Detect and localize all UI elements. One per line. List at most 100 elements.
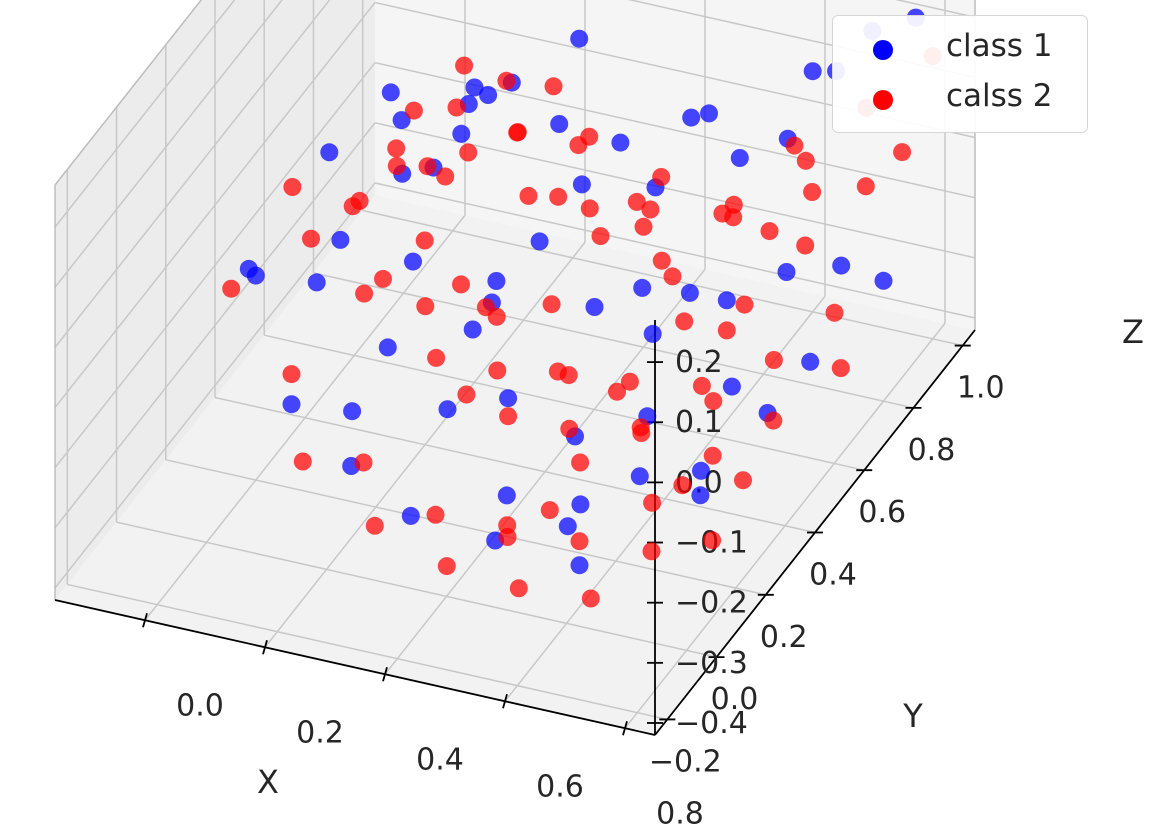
class-1-point [717,291,736,310]
class-2-point [703,446,722,465]
grid-line [165,459,766,596]
class-2-point [488,361,507,380]
class-2-point [627,192,646,211]
y-tick-label: 0.0 [711,682,759,717]
z-tick-label: −0.3 [675,646,748,681]
class-2-point [831,359,850,378]
y-tick-label: −0.2 [649,744,722,779]
class-2-point [293,452,312,471]
tick-labels: 0.00.20.40.60.8−0.20.00.20.40.60.81.0−0.… [176,345,1004,830]
x-axis-label: X [257,763,279,801]
class-1-point [479,86,498,104]
class-2-point [519,186,538,205]
y-tick-label: 1.0 [957,371,1005,406]
tick-mark [502,694,508,709]
class-2-point [735,295,754,314]
class-1-point [550,115,569,133]
class-2-point [416,297,435,316]
z-axis-label: Z [1122,313,1144,351]
class-2-point [580,199,599,218]
grid-line [214,396,816,534]
class-1-point [633,278,652,297]
class-1-point [571,495,590,514]
class-1-point [530,232,549,251]
class-1-point [722,377,741,396]
x-tick-label: 0.6 [536,769,584,804]
class-1-point [692,461,710,480]
y-tick-label: 0.4 [809,558,857,593]
tick-mark [622,721,628,736]
class-2-point [222,279,241,298]
class-1-point [465,78,484,97]
class-2-point [643,493,662,512]
class-2-point [581,589,600,608]
class-1-point [381,83,400,102]
class-1-point [282,395,301,414]
class-2-point [283,178,302,196]
class-2-point [418,157,437,176]
grid-line [54,122,376,529]
class-2-point [580,127,599,146]
class-2-point [673,476,692,495]
class-1-point [572,175,591,194]
legend: class 1 calss 2 [832,15,1088,133]
class-2-point [724,208,743,227]
z-tick-label: 0.2 [675,345,723,380]
class-1-point [680,283,699,302]
grid-line [264,334,865,471]
grid-line [54,2,376,409]
class-2-point [343,197,362,216]
class-2-point [365,516,384,535]
class-1-point [874,271,893,290]
tick-mark [262,640,268,655]
class-2-point [652,168,671,186]
pane-edge [54,0,203,186]
class-1-point [404,252,422,271]
class-2-point [641,200,660,219]
class-2-point [499,407,518,426]
class-1-point [331,230,350,249]
class-2-point [591,227,610,246]
class-1-point [392,111,411,130]
class-1-point [307,273,326,292]
class-1-point [700,104,718,123]
class-2-point [436,167,455,186]
class-1-point [585,298,604,316]
class-1-point [611,133,630,152]
legend-label: class 1 [946,28,1053,64]
class-2-point [437,557,456,576]
class-1-point [499,389,518,408]
class-2-point [803,183,822,201]
class-1-point [691,486,710,505]
class-2-point [608,382,626,401]
class-2-point [634,217,653,236]
class-2-point [302,229,320,248]
class-2-point [387,139,406,158]
class-1-point [320,143,339,162]
class-1-point [630,467,649,486]
class-2-point [544,77,563,96]
class-2-point [620,372,639,391]
y-tick-label: 0.6 [858,495,906,530]
class-2-point [559,366,578,385]
class-2-point [355,284,374,303]
grid-line [54,62,376,469]
class-2-point [825,303,844,322]
class-2-point [785,136,804,155]
grid-line [54,0,236,228]
x-tick-label: 0.2 [296,715,344,750]
grid-line [116,521,717,658]
class-2-point [764,351,783,369]
grid-line [54,0,283,288]
class-2-point [426,505,445,524]
class-2-point [704,392,723,411]
class-2-point [508,123,527,142]
class-1-point [558,517,577,536]
legend-item-calss-2: calss 2 [833,74,1087,124]
tick-mark [142,613,148,628]
class-2-point [427,348,446,367]
y-axis-label: Y [902,697,923,735]
x-tick-label: 0.0 [176,688,224,723]
class-2-point [560,419,579,438]
class-2-point [549,187,568,206]
